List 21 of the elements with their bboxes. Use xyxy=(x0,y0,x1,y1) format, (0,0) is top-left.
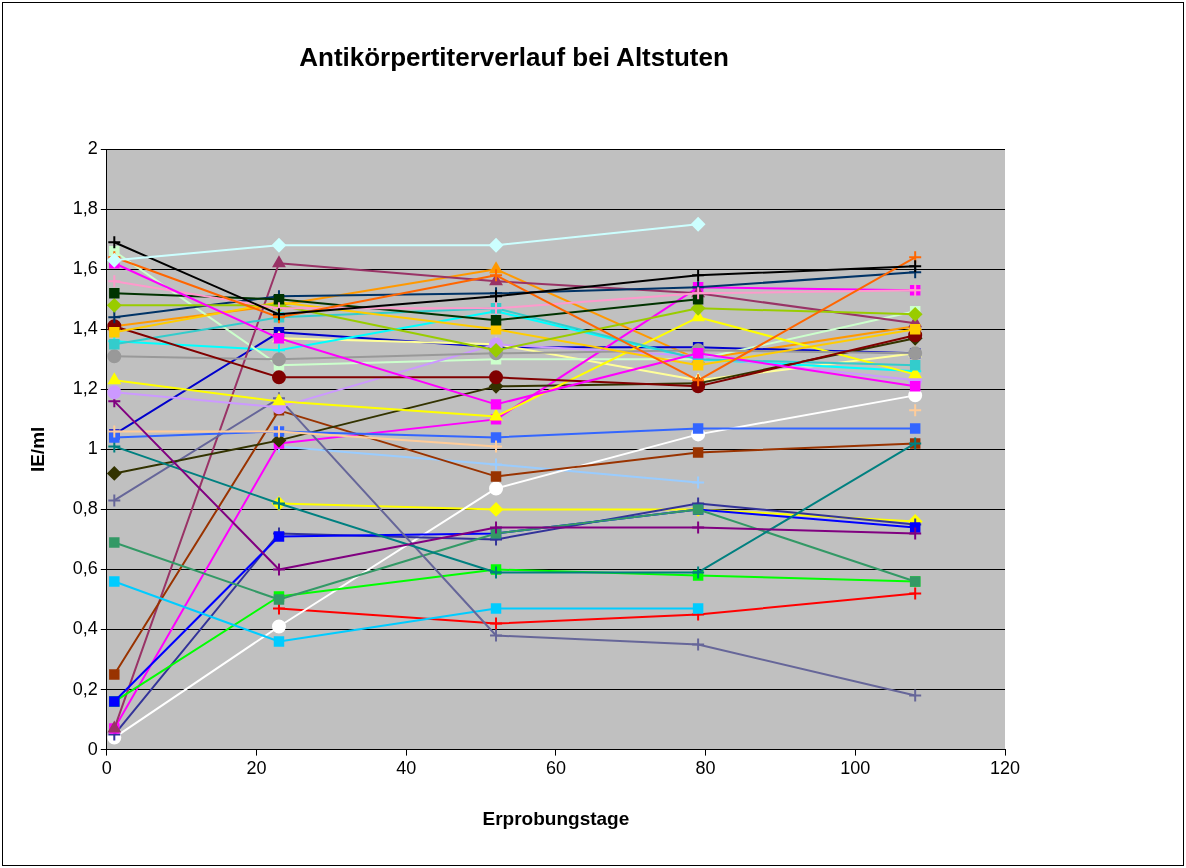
y-tick-label: 1,6 xyxy=(72,258,98,279)
y-tick-label: 0,6 xyxy=(72,558,98,579)
x-tick-label: 120 xyxy=(989,758,1021,779)
y-tick-label: 0,8 xyxy=(72,498,98,519)
x-tick-label: 40 xyxy=(396,758,417,779)
x-axis-title: Erprobungstage xyxy=(482,807,630,829)
x-tick-label: 0 xyxy=(101,758,112,779)
y-tick-label: 0,4 xyxy=(72,618,98,639)
x-tick-label: 20 xyxy=(246,758,267,779)
y-tick-label: 2 xyxy=(87,138,98,159)
y-tick-label: 1 xyxy=(87,438,98,459)
y-tick-label: 1,2 xyxy=(72,378,98,399)
chart-title: Antikörpertiterverlauf bei Altstuten xyxy=(299,41,729,72)
x-tick-label: 100 xyxy=(840,758,871,779)
y-tick-label: 1,4 xyxy=(72,318,98,339)
x-tick-label: 60 xyxy=(545,758,566,779)
y-tick-label: 1,8 xyxy=(72,198,98,219)
x-tick-label: 80 xyxy=(695,758,716,779)
y-tick-label: 0,2 xyxy=(72,678,98,699)
y-tick-label: 0 xyxy=(87,738,98,759)
y-axis-title: IE/ml xyxy=(26,426,48,473)
